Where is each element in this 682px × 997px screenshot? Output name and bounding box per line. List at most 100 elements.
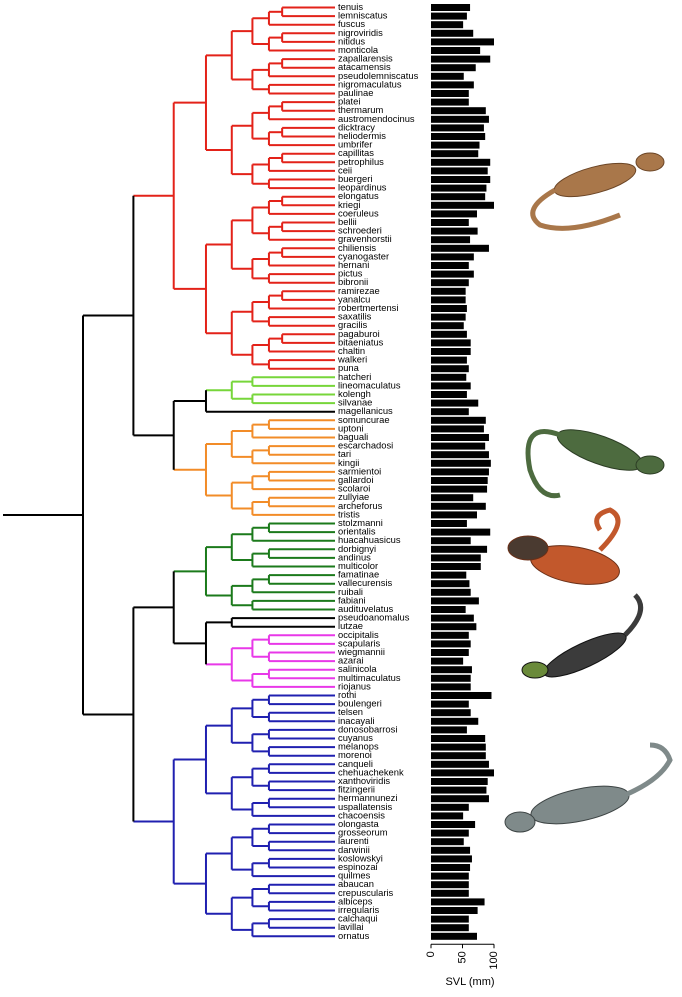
species-label: magellanicus	[338, 405, 393, 416]
species-label: lutzae	[338, 620, 363, 631]
bar	[431, 855, 472, 863]
species-label: ramirezae	[338, 285, 380, 296]
species-label: heliodermis	[338, 130, 386, 141]
bar	[431, 614, 474, 622]
species-label: austromendocinus	[338, 113, 415, 124]
species-label: quilmes	[338, 870, 371, 881]
bar	[431, 382, 471, 390]
bar	[431, 803, 469, 811]
bar	[431, 494, 474, 502]
species-label: lavillai	[338, 921, 364, 932]
species-label: atacamensis	[338, 61, 391, 72]
species-label: chacoensis	[338, 809, 385, 820]
species-label: puna	[338, 362, 360, 373]
bar	[431, 167, 488, 175]
species-label: huacahuasicus	[338, 534, 401, 545]
species-label: bitaeniatus	[338, 336, 384, 347]
species-label: fuscus	[338, 18, 365, 29]
species-label: stolzmanni	[338, 517, 383, 528]
bar	[431, 606, 466, 613]
bar	[431, 133, 486, 140]
species-label: leopardinus	[338, 182, 387, 193]
bar	[431, 821, 476, 828]
species-label: tari	[338, 448, 351, 459]
species-label: thermarum	[338, 104, 384, 115]
species-label: platei	[338, 96, 360, 107]
bar	[431, 838, 464, 846]
bar	[431, 365, 469, 373]
bar	[431, 649, 469, 656]
species-label: salinicola	[338, 663, 377, 674]
bar	[431, 253, 474, 261]
species-label: ruibali	[338, 586, 363, 597]
species-label: buergeri	[338, 173, 372, 184]
bar	[431, 434, 489, 441]
bar	[431, 769, 494, 777]
bar	[431, 296, 466, 304]
species-label: archeforus	[338, 500, 383, 511]
bar	[431, 287, 466, 295]
bar	[431, 4, 471, 11]
species-label: inacayali	[338, 715, 374, 726]
bar	[431, 115, 489, 123]
bar	[431, 391, 467, 398]
species-label: sarmientoi	[338, 465, 381, 476]
species-label: zullyiae	[338, 491, 369, 502]
bar	[431, 726, 467, 734]
bar	[431, 90, 469, 97]
species-label: silvanae	[338, 397, 372, 408]
species-label: olongasta	[338, 818, 379, 829]
bar	[431, 666, 472, 674]
species-label: koslowskyi	[338, 852, 383, 863]
species-label: crepuscularis	[338, 887, 394, 898]
species-label: audituvelatus	[338, 603, 394, 614]
lizard-photo	[521, 593, 644, 679]
bar	[431, 580, 470, 588]
bar	[431, 339, 471, 347]
bar	[431, 545, 488, 553]
bar	[431, 322, 464, 330]
bar	[431, 915, 469, 923]
bar	[431, 563, 481, 570]
species-label: andinus	[338, 551, 371, 562]
bar	[431, 537, 471, 545]
species-label: scolaroi	[338, 483, 370, 494]
bar	[431, 502, 486, 510]
bar	[431, 907, 478, 914]
species-label: gracilis	[338, 319, 367, 330]
species-label: multicolor	[338, 560, 378, 571]
species-label: hatcheri	[338, 371, 371, 382]
bar	[431, 674, 471, 682]
species-label: kolengh	[338, 388, 371, 399]
species-label: uptoni	[338, 422, 364, 433]
bar	[431, 107, 486, 115]
species-label: pseudolemniscatus	[338, 70, 419, 81]
bar	[431, 373, 467, 381]
bar	[431, 778, 488, 785]
species-label: xanthoviridis	[338, 775, 390, 786]
species-label: yanalcu	[338, 293, 370, 304]
bar	[431, 898, 485, 906]
x-axis: SVL (mm) 0 50 100	[425, 943, 500, 988]
species-label: morenoi	[338, 749, 372, 760]
species-label: abaucan	[338, 878, 374, 889]
bar	[431, 700, 469, 708]
bar	[431, 872, 469, 880]
species-label: petrophilus	[338, 156, 384, 167]
species-label: wiegmannii	[337, 646, 385, 657]
bar	[431, 210, 477, 218]
species-label: donosobarrosi	[338, 723, 397, 734]
species-label: cyanogaster	[338, 250, 389, 261]
bar	[431, 21, 464, 29]
phylogeny	[3, 6, 335, 938]
bar	[431, 38, 494, 46]
species-label: orientalis	[338, 526, 376, 537]
species-label: zapallarensis	[338, 53, 393, 64]
species-label: pictus	[338, 268, 363, 279]
bar	[431, 330, 467, 338]
species-label: bibronii	[338, 276, 368, 287]
species-label: escarchadosi	[338, 440, 393, 451]
species-label: azarai	[338, 655, 364, 666]
bar	[431, 657, 464, 665]
lizard-photo	[530, 152, 665, 231]
